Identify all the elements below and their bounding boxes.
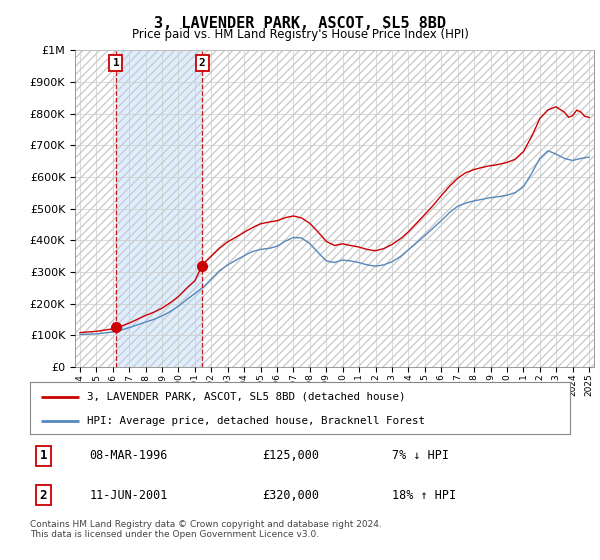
Text: 3, LAVENDER PARK, ASCOT, SL5 8BD: 3, LAVENDER PARK, ASCOT, SL5 8BD (154, 16, 446, 31)
Text: Price paid vs. HM Land Registry's House Price Index (HPI): Price paid vs. HM Land Registry's House … (131, 28, 469, 41)
Text: 11-JUN-2001: 11-JUN-2001 (89, 488, 168, 502)
Bar (116, 50, 202, 367)
Text: £320,000: £320,000 (262, 488, 319, 502)
Text: 2: 2 (199, 58, 205, 68)
Text: 1: 1 (40, 449, 47, 463)
Text: 2: 2 (40, 488, 47, 502)
Text: 18% ↑ HPI: 18% ↑ HPI (392, 488, 456, 502)
Text: £125,000: £125,000 (262, 449, 319, 463)
Text: 7% ↓ HPI: 7% ↓ HPI (392, 449, 449, 463)
Text: Contains HM Land Registry data © Crown copyright and database right 2024.
This d: Contains HM Land Registry data © Crown c… (30, 520, 382, 539)
Text: HPI: Average price, detached house, Bracknell Forest: HPI: Average price, detached house, Brac… (86, 416, 425, 426)
Text: 3, LAVENDER PARK, ASCOT, SL5 8BD (detached house): 3, LAVENDER PARK, ASCOT, SL5 8BD (detach… (86, 392, 405, 402)
Text: 08-MAR-1996: 08-MAR-1996 (89, 449, 168, 463)
Text: 1: 1 (113, 58, 119, 68)
